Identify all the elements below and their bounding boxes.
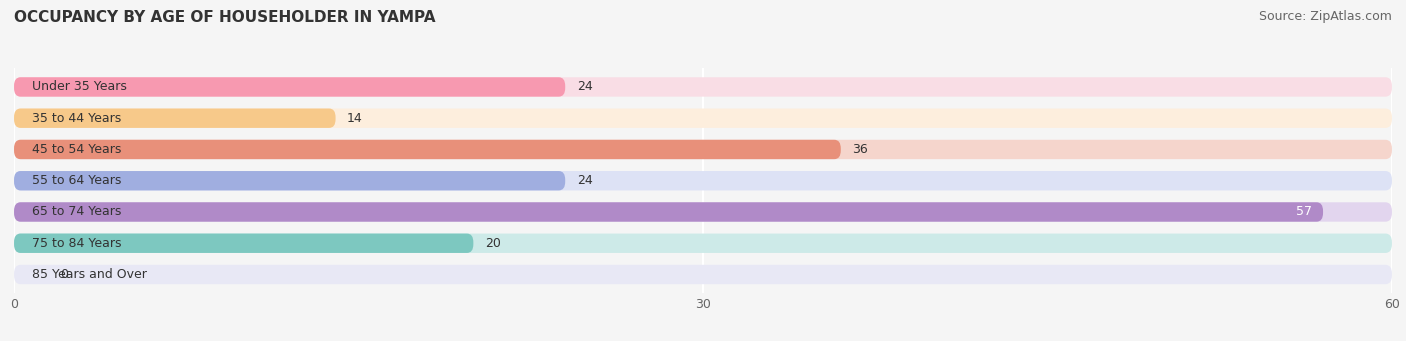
Text: OCCUPANCY BY AGE OF HOUSEHOLDER IN YAMPA: OCCUPANCY BY AGE OF HOUSEHOLDER IN YAMPA [14, 10, 436, 25]
Text: 85 Years and Over: 85 Years and Over [32, 268, 148, 281]
Text: 24: 24 [576, 80, 592, 93]
FancyBboxPatch shape [14, 108, 1392, 128]
FancyBboxPatch shape [14, 140, 1392, 159]
FancyBboxPatch shape [14, 77, 1392, 97]
Text: 35 to 44 Years: 35 to 44 Years [32, 112, 122, 125]
FancyBboxPatch shape [14, 234, 1392, 253]
Text: 20: 20 [485, 237, 501, 250]
Text: 36: 36 [852, 143, 868, 156]
FancyBboxPatch shape [14, 171, 565, 190]
Text: 0: 0 [60, 268, 67, 281]
FancyBboxPatch shape [14, 234, 474, 253]
Text: 57: 57 [1295, 206, 1312, 219]
FancyBboxPatch shape [14, 108, 336, 128]
Text: Under 35 Years: Under 35 Years [32, 80, 128, 93]
FancyBboxPatch shape [14, 265, 1392, 284]
FancyBboxPatch shape [14, 140, 841, 159]
Text: 75 to 84 Years: 75 to 84 Years [32, 237, 122, 250]
Text: Source: ZipAtlas.com: Source: ZipAtlas.com [1258, 10, 1392, 23]
Text: 55 to 64 Years: 55 to 64 Years [32, 174, 122, 187]
Text: 24: 24 [576, 174, 592, 187]
FancyBboxPatch shape [14, 202, 1323, 222]
Text: 45 to 54 Years: 45 to 54 Years [32, 143, 122, 156]
FancyBboxPatch shape [14, 202, 1392, 222]
Text: 65 to 74 Years: 65 to 74 Years [32, 206, 122, 219]
Text: 14: 14 [347, 112, 363, 125]
FancyBboxPatch shape [14, 77, 565, 97]
FancyBboxPatch shape [14, 171, 1392, 190]
